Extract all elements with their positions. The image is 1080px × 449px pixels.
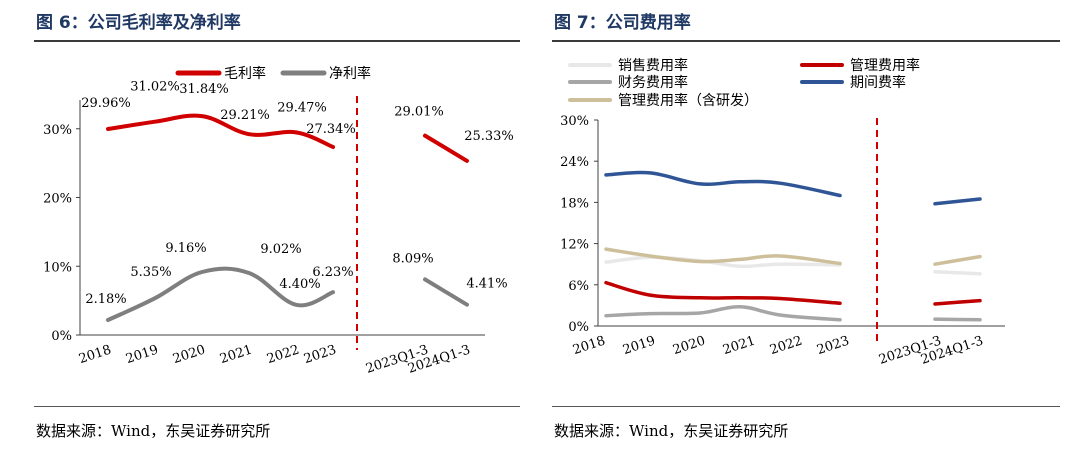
figure-7-title: 图 7：公司费用率 bbox=[554, 13, 691, 33]
y-tick-label: 10% bbox=[43, 260, 72, 275]
legend-label-net-margin: 净利率 bbox=[329, 65, 371, 82]
x-tick-label: 2019 bbox=[124, 343, 160, 367]
x-tick-label: 2022 bbox=[768, 334, 804, 358]
legend-label-admin-expense: 管理费用率 bbox=[850, 57, 920, 74]
figure-6-title: 图 6：公司毛利率及净利率 bbox=[36, 13, 241, 33]
figure-6-panel: 图 6：公司毛利率及净利率 0% 10% 20% 30% 2018 2019 2020 202… bbox=[34, 13, 520, 440]
finance-expense-line-annual bbox=[604, 305, 842, 322]
figure-7-bottom-rule bbox=[552, 406, 1060, 407]
figure-6-bottom-rule bbox=[34, 406, 520, 407]
y-tick-label: 0% bbox=[51, 329, 72, 344]
gross-margin-data-label: 29.01% bbox=[394, 105, 444, 120]
expense-ratio-chart: 0% 6% 12% 18% 24% 30% 2018 2019 2020 2021 2022 2023… bbox=[560, 57, 1005, 368]
y-tick-label: 6% bbox=[568, 279, 589, 294]
x-tick-label: 2019 bbox=[621, 334, 657, 358]
gross-margin-line-annual bbox=[106, 113, 335, 149]
net-margin-line-annual bbox=[106, 266, 335, 322]
gross-margin-data-label: 25.33% bbox=[464, 129, 514, 144]
net-margin-line-quarterly bbox=[423, 277, 469, 307]
legend-label-gross-margin: 毛利率 bbox=[224, 65, 266, 82]
y-tick-label: 30% bbox=[560, 114, 589, 129]
selling-expense-line-quarterly bbox=[933, 270, 982, 276]
figure-7-panel: 图 7：公司费用率 0% 6% 12% 18% 24% 30% 2018 2019 2020 20… bbox=[540, 0, 1080, 449]
x-tick-label: 2020 bbox=[671, 334, 707, 358]
admin-expense-line-annual bbox=[604, 280, 842, 306]
legend-label-finance-expense: 财务费用率 bbox=[618, 74, 688, 91]
x-tick-label: 2020 bbox=[171, 343, 207, 367]
net-margin-data-label: 6.23% bbox=[312, 265, 353, 280]
gross-margin-data-label: 29.96% bbox=[81, 96, 131, 111]
figure-6-source: 数据来源：Wind，东吴证券研究所 bbox=[36, 422, 271, 440]
x-tick-label: 2022 bbox=[265, 343, 301, 367]
margin-chart: 0%10%20%30%2018 2019 2020 2021 2022 2023 2023Q… bbox=[43, 65, 514, 377]
gross-margin-data-label: 27.34% bbox=[306, 122, 356, 137]
admin-expense-line-quarterly bbox=[933, 298, 982, 306]
net-margin-data-label: 4.40% bbox=[279, 277, 320, 292]
net-margin-data-label: 9.02% bbox=[260, 242, 301, 257]
net-margin-data-label: 8.09% bbox=[392, 251, 433, 266]
x-tick-label: 2023 bbox=[302, 343, 338, 367]
x-tick-label: 2021 bbox=[218, 343, 254, 367]
figure-7-source: 数据来源：Wind，东吴证券研究所 bbox=[554, 422, 789, 440]
gross-margin-data-label: 31.84% bbox=[179, 82, 229, 97]
x-tick-label: 2018 bbox=[571, 334, 607, 358]
period-expense-line-annual bbox=[604, 170, 842, 198]
y-tick-label: 24% bbox=[560, 155, 589, 170]
y-tick-label: 12% bbox=[560, 238, 589, 253]
x-tick-label: 2023 bbox=[815, 334, 851, 358]
y-tick-label: 30% bbox=[43, 123, 72, 138]
selling-expense-line-annual bbox=[604, 255, 842, 269]
gross-margin-data-label: 29.47% bbox=[277, 100, 327, 115]
net-margin-data-label: 5.35% bbox=[130, 265, 171, 280]
figure-7-top-rule bbox=[552, 40, 1060, 42]
period-expense-line-quarterly bbox=[933, 197, 982, 206]
gross-margin-data-label: 29.21% bbox=[220, 108, 270, 123]
x-tick-label: 2018 bbox=[77, 343, 113, 367]
net-margin-data-label: 2.18% bbox=[85, 292, 126, 307]
net-margin-data-label: 9.16% bbox=[165, 241, 206, 256]
y-tick-label: 18% bbox=[560, 196, 589, 211]
figure-6-top-rule bbox=[34, 40, 520, 42]
legend-label-admin-rd-expense: 管理费用率（含研发） bbox=[618, 92, 758, 109]
legend-label-selling-expense: 销售费用率 bbox=[618, 57, 688, 74]
y-tick-label: 0% bbox=[568, 320, 589, 335]
legend-label-period-expense: 期间费率 bbox=[850, 74, 906, 91]
gross-margin-data-label: 31.02% bbox=[130, 80, 180, 95]
admin-rd-expense-line-quarterly bbox=[933, 254, 982, 266]
admin-rd-expense-line-annual bbox=[604, 247, 842, 266]
x-tick-label: 2021 bbox=[721, 334, 757, 358]
y-tick-label: 20% bbox=[43, 192, 72, 207]
gross-margin-line-quarterly bbox=[423, 133, 469, 163]
finance-expense-line-quarterly bbox=[933, 317, 982, 322]
net-margin-data-label: 4.41% bbox=[466, 277, 507, 292]
